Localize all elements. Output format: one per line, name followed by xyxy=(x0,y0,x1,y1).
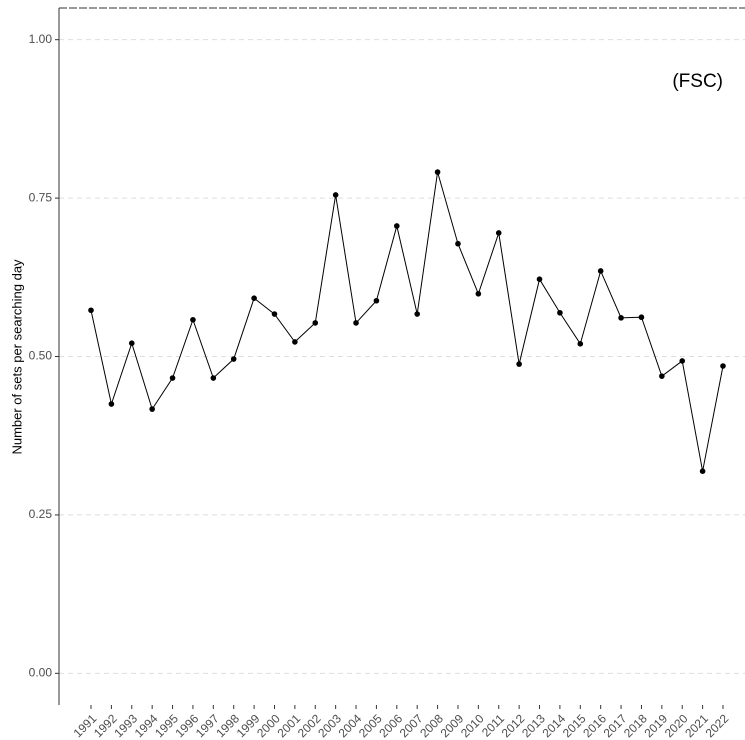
point xyxy=(251,295,257,302)
point xyxy=(516,361,522,367)
y-axis-label: Number of sets per searching day xyxy=(9,259,24,455)
y-tick-label: 0.25 xyxy=(29,507,53,521)
point xyxy=(414,311,420,317)
point xyxy=(659,373,665,379)
point xyxy=(271,311,278,317)
line xyxy=(90,171,724,472)
point xyxy=(394,223,400,229)
point xyxy=(292,339,298,345)
point xyxy=(373,297,380,304)
point xyxy=(679,358,686,364)
point xyxy=(475,290,482,297)
point xyxy=(312,320,319,326)
point xyxy=(332,192,339,198)
point xyxy=(108,401,115,407)
point xyxy=(536,276,543,282)
point xyxy=(455,240,461,247)
point xyxy=(210,375,217,381)
point xyxy=(720,363,726,369)
point xyxy=(557,309,563,316)
point xyxy=(597,268,604,274)
point xyxy=(699,468,706,474)
y-tick-label: 1.00 xyxy=(29,32,53,46)
y-tick-label: 0.75 xyxy=(29,190,53,204)
point xyxy=(88,307,94,314)
point xyxy=(169,375,176,381)
annotation: (FSC) xyxy=(672,71,723,92)
x-tick-label: 2022 xyxy=(703,711,732,740)
y-tick-label: 0.00 xyxy=(29,665,53,679)
point xyxy=(618,315,624,321)
point xyxy=(128,340,135,346)
point xyxy=(434,169,441,175)
point xyxy=(353,320,359,326)
point xyxy=(495,230,502,236)
point xyxy=(638,314,645,321)
y-tick-label: 0.50 xyxy=(29,349,53,363)
point xyxy=(577,341,584,347)
point xyxy=(190,316,196,323)
point xyxy=(230,356,237,362)
point xyxy=(149,406,155,412)
